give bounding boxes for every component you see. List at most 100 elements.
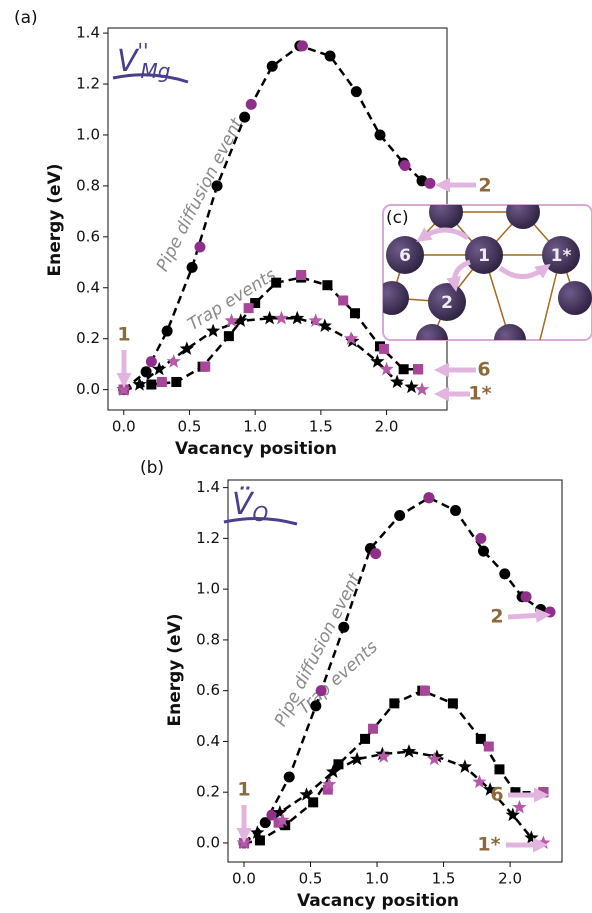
point	[420, 686, 430, 696]
point	[239, 112, 250, 123]
y-tick-label: 0.6	[76, 227, 100, 245]
point	[167, 354, 181, 368]
point	[162, 326, 173, 337]
y-tick-label: 0.6	[196, 681, 220, 699]
point	[146, 356, 157, 367]
site-label: 1*	[551, 246, 572, 266]
point	[402, 744, 416, 758]
point	[377, 749, 391, 763]
site-arrow	[508, 615, 544, 617]
site-label: 6	[490, 784, 503, 806]
point	[499, 568, 510, 579]
point	[368, 724, 378, 734]
y-tick-label: 1.0	[196, 580, 220, 598]
point	[224, 331, 234, 341]
point	[284, 771, 295, 782]
point	[263, 311, 277, 325]
x-tick-label: 0.5	[299, 870, 323, 888]
point	[399, 364, 409, 374]
point	[379, 362, 393, 376]
x-tick-label: 2.0	[375, 418, 399, 436]
site-label: 1*	[468, 383, 491, 405]
x-tick-label: 1.0	[365, 870, 389, 888]
point	[194, 242, 205, 253]
point	[274, 311, 288, 325]
point	[484, 742, 494, 752]
site-label: 1	[478, 246, 490, 266]
point	[399, 160, 410, 171]
series-line	[124, 46, 422, 390]
point	[146, 380, 156, 390]
point	[389, 698, 399, 708]
y-tick-label: 0.0	[76, 380, 100, 398]
point	[404, 380, 418, 394]
point	[423, 492, 434, 503]
y-tick-label: 1.2	[76, 75, 100, 93]
point	[271, 278, 281, 288]
y-tick-label: 0.8	[76, 176, 100, 194]
site-label: 2	[441, 293, 453, 313]
x-tick-label: 1.5	[432, 870, 456, 888]
y-tick-label: 1.4	[196, 478, 220, 496]
point	[494, 764, 504, 774]
figure: 0.0 0.2 0.4 0.6 0.8 1.0 1.2 1.4 0.0 0.5 1.0 1.5 2.0 V…	[0, 0, 592, 913]
point	[297, 40, 308, 51]
point	[394, 510, 405, 521]
point	[478, 546, 489, 557]
site-label: 2	[478, 175, 491, 197]
point	[379, 344, 389, 354]
point	[413, 364, 423, 374]
point	[187, 262, 198, 273]
x-tick-label: 0.0	[232, 870, 256, 888]
panel-label: (a)	[14, 8, 38, 28]
point	[310, 700, 321, 711]
x-tick-label: 2.0	[498, 870, 522, 888]
y-tick-label: 1.2	[196, 529, 220, 547]
x-axis-label: Vacancy position	[297, 891, 459, 911]
point	[458, 759, 472, 773]
defect-label-part: O	[253, 502, 269, 526]
y-tick-label: 0.4	[76, 278, 100, 296]
site-label: 1*	[477, 834, 500, 856]
point	[322, 280, 332, 290]
site-label: 2	[490, 606, 503, 628]
y-tick-label: 1.0	[76, 125, 100, 143]
point	[350, 308, 360, 318]
y-tick-label: 1.4	[76, 24, 100, 42]
panel-label: (b)	[140, 458, 164, 478]
point	[132, 377, 146, 391]
y-tick-label: 0.2	[196, 783, 220, 801]
annotation: Trap events	[184, 265, 279, 335]
point	[200, 362, 210, 372]
site-label: 6	[477, 359, 490, 381]
x-tick-label: 0.0	[112, 418, 136, 436]
point	[244, 303, 254, 313]
point	[246, 99, 257, 110]
point	[360, 734, 370, 744]
inset-label: (c)	[386, 208, 409, 228]
plot-frame	[228, 480, 562, 862]
point	[448, 698, 458, 708]
point	[290, 311, 304, 325]
point	[333, 759, 343, 769]
point	[267, 61, 278, 72]
point	[374, 129, 385, 140]
point	[512, 800, 526, 814]
point	[450, 505, 461, 516]
point	[545, 606, 556, 617]
defect-label-part: Mg	[141, 59, 171, 83]
point	[370, 548, 381, 559]
point	[415, 382, 429, 396]
point	[338, 295, 348, 305]
y-tick-label: 0.4	[196, 732, 220, 750]
x-tick-label: 1.0	[243, 418, 267, 436]
site-label: 1	[117, 324, 130, 346]
point	[171, 377, 181, 387]
y-tick-label: 0.0	[196, 833, 220, 851]
y-tick-label: 0.8	[196, 630, 220, 648]
y-axis-label: Energy (eV)	[45, 163, 65, 276]
site-label: 1	[237, 779, 250, 801]
x-axis-label: Vacancy position	[175, 439, 337, 459]
y-tick-label: 0.2	[76, 329, 100, 347]
point	[424, 178, 435, 189]
